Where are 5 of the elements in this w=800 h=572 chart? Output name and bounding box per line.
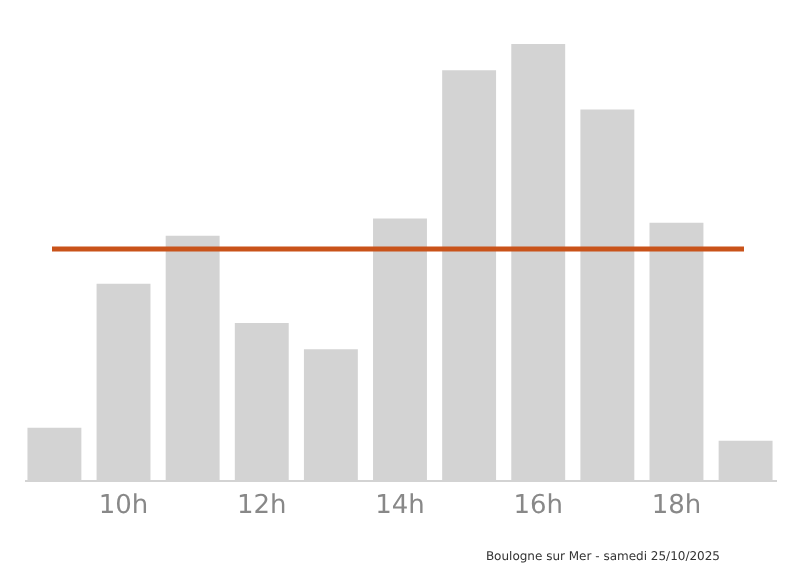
x-tick-label: 18h — [651, 491, 702, 521]
x-tick-label: 10h — [98, 491, 149, 521]
x-tick-label: 16h — [513, 491, 564, 521]
x-tick-label: 14h — [375, 491, 425, 521]
x-tick-label: 12h — [236, 491, 287, 521]
